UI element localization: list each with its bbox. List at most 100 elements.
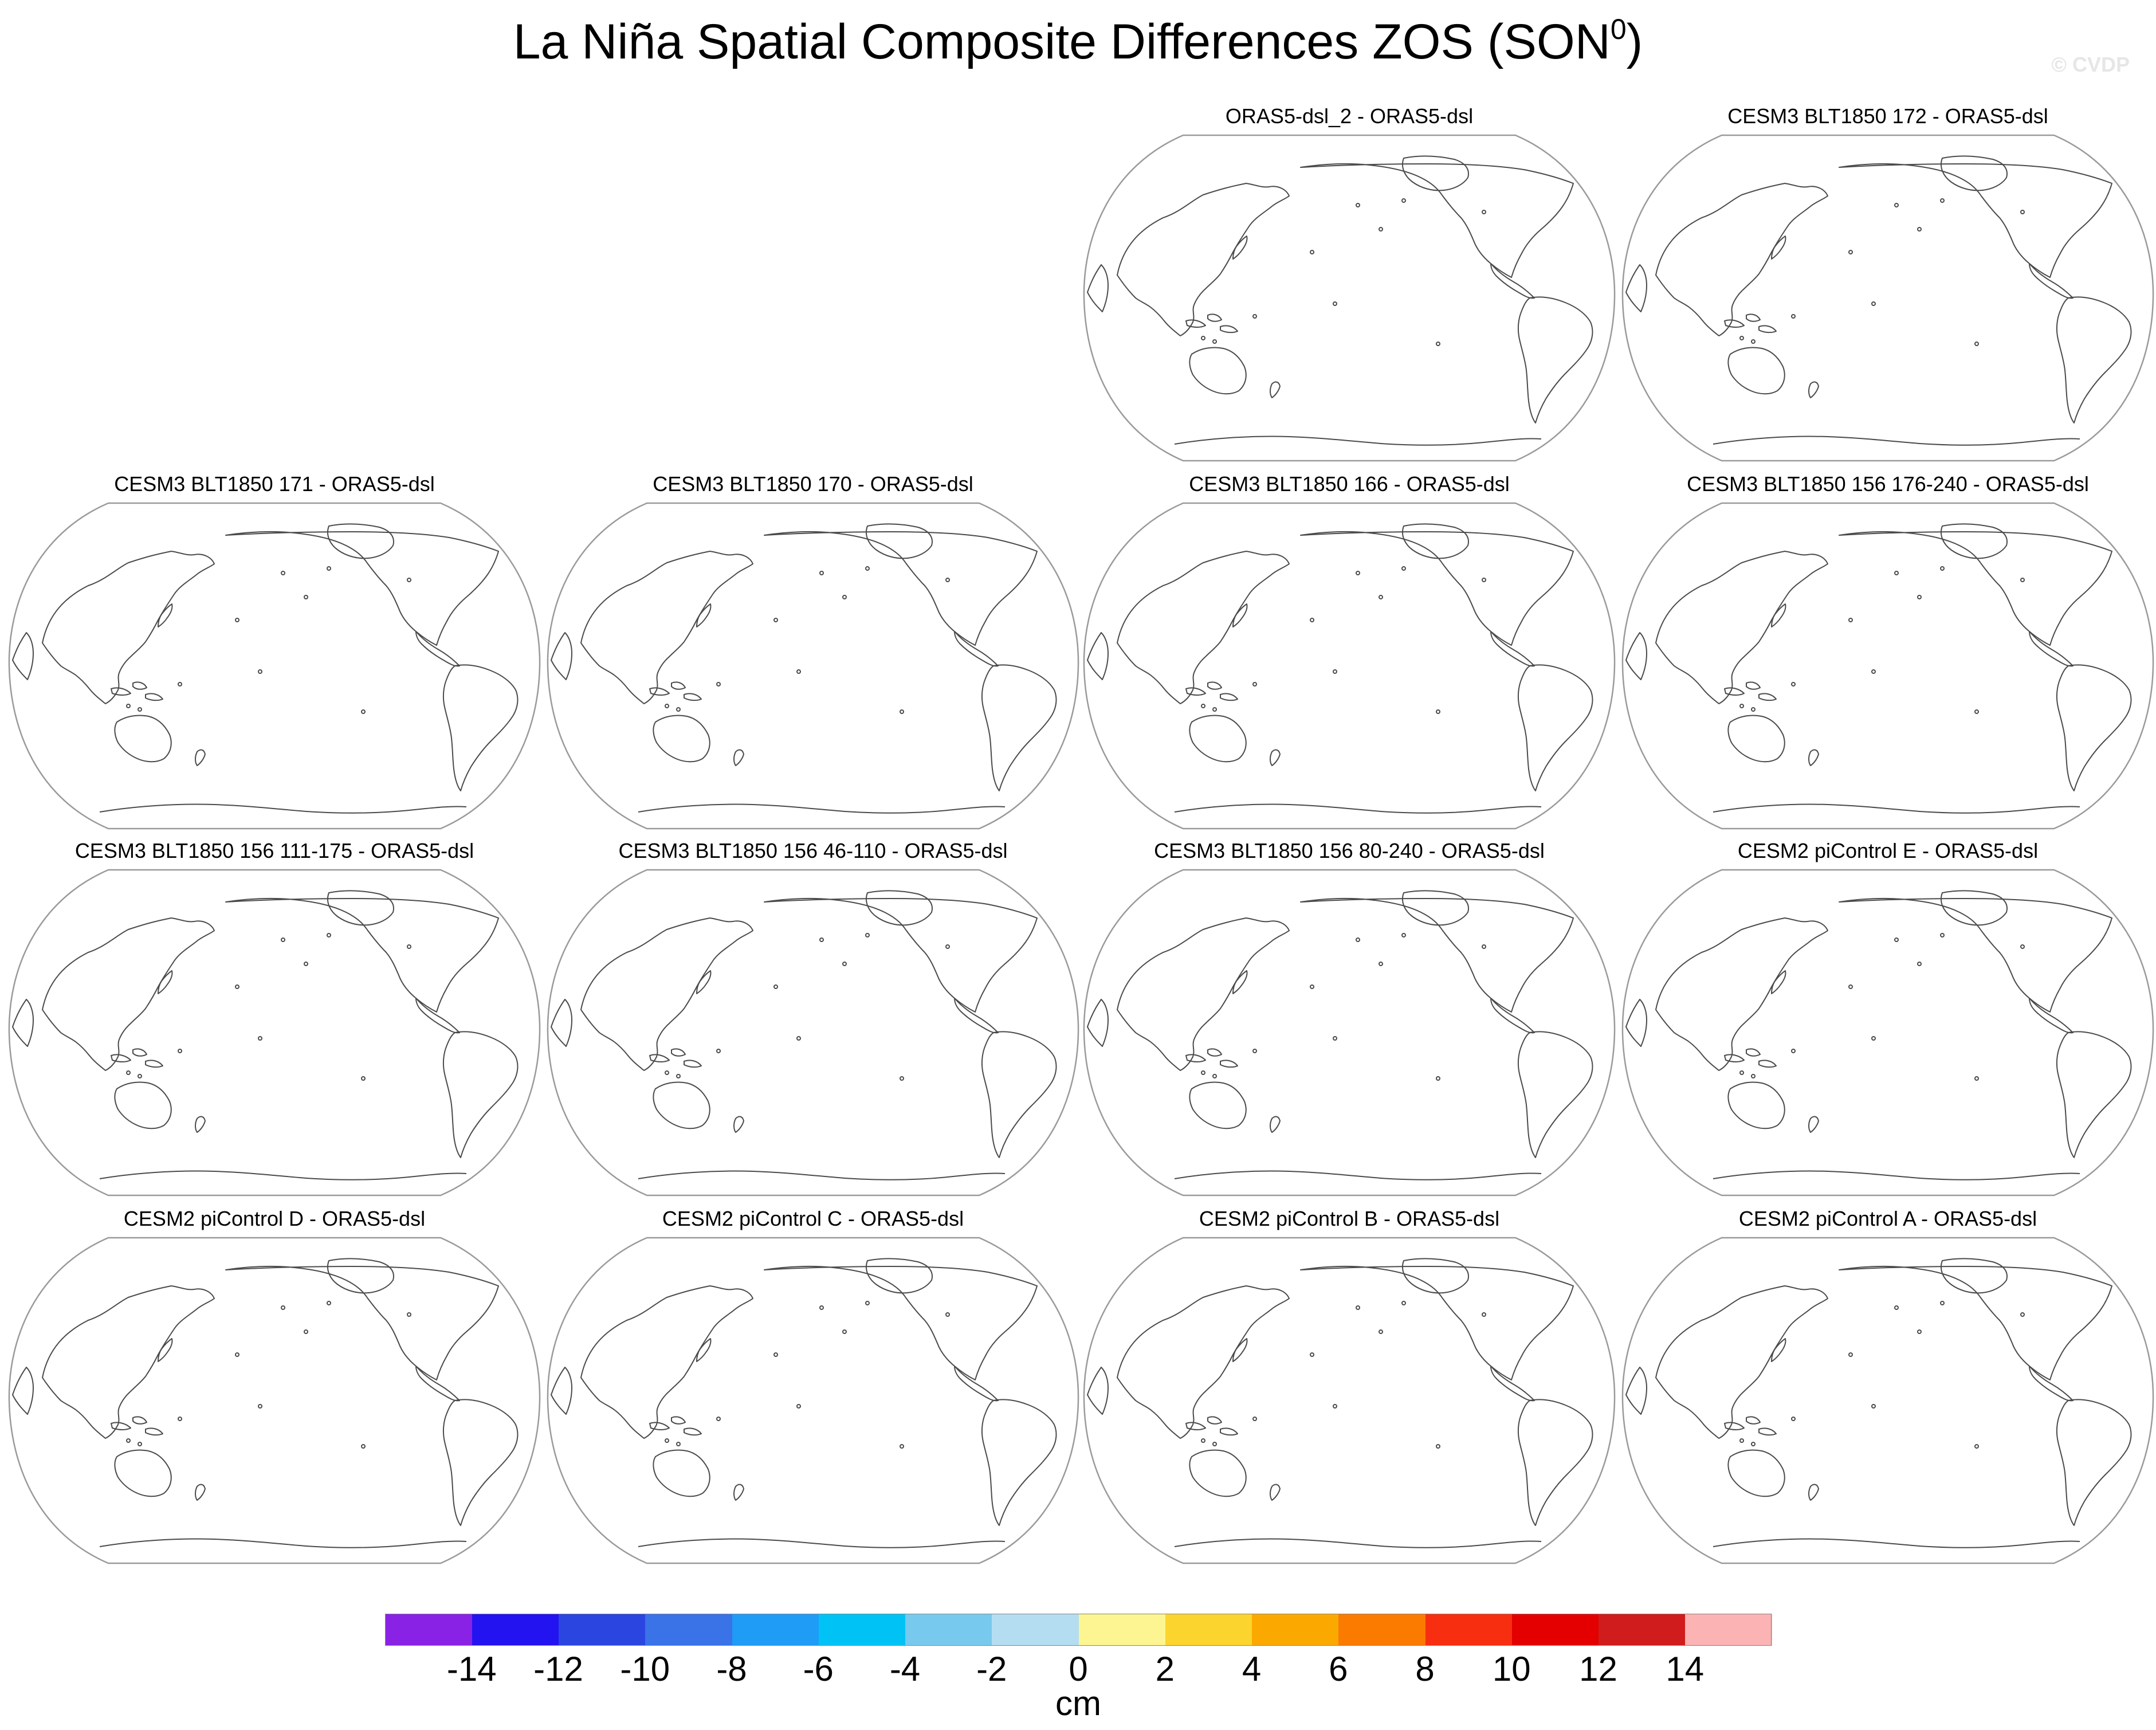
island-outline [1212,707,1217,712]
colorbar-tick-label: -2 [976,1650,1007,1688]
coastline [866,523,933,559]
island-outline [1201,1438,1205,1443]
coastline [1655,1285,1828,1439]
colorbar-tick-label: -4 [889,1650,921,1688]
coastline [1270,1116,1281,1133]
island-outline [304,1329,308,1334]
coastline [415,631,460,667]
robinson-map [1083,869,1616,1197]
coastline [327,890,394,926]
island-outline [258,669,262,674]
coastline [551,1367,572,1415]
island-outline [842,1329,847,1334]
coastline [1839,163,2112,278]
coastline [1517,1031,1593,1158]
coastline [764,531,1038,646]
colorbar-tick-label: -12 [533,1650,583,1688]
island-outline [407,578,411,582]
island-outline [1848,984,1853,989]
coastline [1839,1265,2112,1380]
colorbar-tick-label: -6 [803,1650,834,1688]
map-boundary [547,1237,1079,1564]
coastline [1189,1449,1247,1497]
coastline [114,715,172,763]
panel-title: CESM3 BLT1850 171 - ORAS5-dsl [114,472,435,496]
island-outline [304,595,308,599]
coastline [1727,715,1785,763]
colorbar-tick-label: -14 [446,1650,497,1688]
robinson-map [547,1237,1079,1564]
panel-title: CESM3 BLT1850 156 176-240 - ORAS5-dsl [1687,472,2089,496]
coastline [42,1285,215,1439]
coastline [649,1416,702,1436]
island-outline [900,709,904,714]
robinson-map [8,1237,541,1564]
coastline [158,603,173,627]
island-outline [716,1049,721,1053]
colorbar-tick-label: 10 [1492,1650,1531,1688]
colorbar-swatch [732,1614,819,1646]
map-panel: CESM3 BLT1850 166 - ORAS5-dsl [1083,471,1616,838]
coastline [1517,664,1593,791]
colorbar-swatch [558,1614,646,1646]
robinson-map [1083,502,1616,830]
coastline [1270,381,1281,398]
island-outline [1482,944,1486,949]
island-outline [235,618,239,622]
coastline [12,1367,34,1415]
coastline [1655,183,1828,336]
panel-title: CESM3 BLT1850 170 - ORAS5-dsl [653,472,973,496]
island-outline [1751,1442,1756,1446]
island-outline [1252,682,1257,686]
colorbar-swatch [385,1614,472,1646]
coastline [866,1258,933,1294]
island-outline [1848,250,1853,254]
colorbar-tick-label: -10 [620,1650,670,1688]
coastline [415,998,460,1034]
coastline [696,970,712,994]
island-outline [1379,595,1383,599]
map-panel: CESM2 piControl C - ORAS5-dsl [547,1206,1079,1572]
island-outline [1310,250,1314,254]
colorbar-swatch [905,1614,992,1646]
island-outline [2020,1312,2025,1317]
island-outline [676,1074,681,1078]
coastline [1713,1170,2080,1180]
coastline [99,1538,467,1548]
map-panel: CESM3 BLT1850 171 - ORAS5-dsl [8,471,541,838]
coastline [1117,917,1290,1071]
colorbar-tick-label: 8 [1415,1650,1435,1688]
watermark: © CVDP [2051,53,2130,76]
coastline [551,999,572,1047]
map-panel: CESM2 piControl A - ORAS5-dsl [1621,1206,2154,1572]
map-boundary [8,869,541,1197]
coastline [415,1366,460,1402]
title-text: La Niña Spatial Composite Differences ZO… [513,14,1611,69]
coastline [733,749,744,766]
coastline [442,664,519,791]
coastline [1808,1484,1819,1501]
map-panel: CESM2 piControl D - ORAS5-dsl [8,1206,541,1572]
island-outline [665,1070,669,1075]
map-panel: CESM3 BLT1850 156 46-110 - ORAS5-dsl [547,838,1079,1205]
coastline [733,1484,744,1501]
island-outline [1201,336,1205,340]
island-outline [258,1036,262,1041]
coastline [1808,381,1819,398]
island-outline [1379,962,1383,966]
island-outline [842,595,847,599]
island-outline [1917,1329,1922,1334]
coastline [158,1338,173,1362]
island-outline [819,571,824,575]
island-outline [1482,1312,1486,1317]
island-outline [1917,595,1922,599]
panel-title: CESM2 piControl D - ORAS5-dsl [123,1207,426,1230]
island-outline [1974,1444,1979,1449]
coastline [195,1484,206,1501]
panel-title: CESM3 BLT1850 172 - ORAS5-dsl [1727,104,2048,128]
island-outline [1482,210,1486,214]
coastline [442,1399,519,1526]
colorbar-tick-label: -8 [716,1650,747,1688]
island-outline [1379,227,1383,232]
island-outline [1871,301,1876,306]
